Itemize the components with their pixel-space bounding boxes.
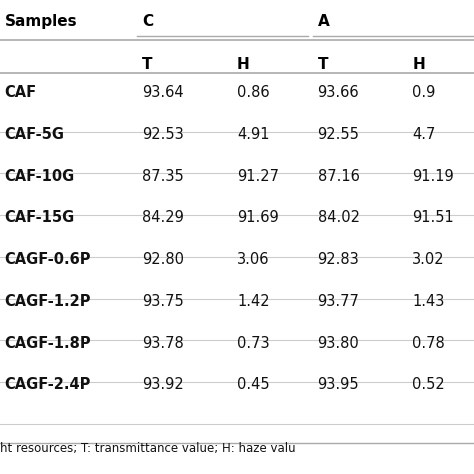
Text: A: A — [318, 14, 329, 29]
Text: 87.16: 87.16 — [318, 169, 359, 184]
Text: CAF-10G: CAF-10G — [5, 169, 75, 184]
Text: 92.80: 92.80 — [142, 252, 184, 267]
Text: 93.80: 93.80 — [318, 336, 359, 351]
Text: 3.06: 3.06 — [237, 252, 270, 267]
Text: ht resources; T: transmittance value; H: haze valu: ht resources; T: transmittance value; H:… — [0, 442, 296, 455]
Text: 1.42: 1.42 — [237, 294, 270, 309]
Text: 4.91: 4.91 — [237, 127, 270, 142]
Text: CAGF-1.8P: CAGF-1.8P — [5, 336, 91, 351]
Text: CAGF-1.2P: CAGF-1.2P — [5, 294, 91, 309]
Text: T: T — [142, 57, 153, 72]
Text: CAGF-0.6P: CAGF-0.6P — [5, 252, 91, 267]
Text: 84.02: 84.02 — [318, 210, 360, 226]
Text: 84.29: 84.29 — [142, 210, 184, 226]
Text: 93.64: 93.64 — [142, 85, 184, 100]
Text: CAF: CAF — [5, 85, 37, 100]
Text: 0.86: 0.86 — [237, 85, 270, 100]
Text: 0.73: 0.73 — [237, 336, 270, 351]
Text: 3.02: 3.02 — [412, 252, 445, 267]
Text: T: T — [318, 57, 328, 72]
Text: 92.55: 92.55 — [318, 127, 359, 142]
Text: 1.43: 1.43 — [412, 294, 445, 309]
Text: 93.95: 93.95 — [318, 377, 359, 392]
Text: H: H — [412, 57, 425, 72]
Text: H: H — [237, 57, 250, 72]
Text: 87.35: 87.35 — [142, 169, 184, 184]
Text: 93.75: 93.75 — [142, 294, 184, 309]
Text: Samples: Samples — [5, 14, 77, 29]
Text: 93.66: 93.66 — [318, 85, 359, 100]
Text: 91.69: 91.69 — [237, 210, 279, 226]
Text: C: C — [142, 14, 153, 29]
Text: 91.51: 91.51 — [412, 210, 454, 226]
Text: CAF-15G: CAF-15G — [5, 210, 75, 226]
Text: 93.77: 93.77 — [318, 294, 359, 309]
Text: CAGF-2.4P: CAGF-2.4P — [5, 377, 91, 392]
Text: 0.45: 0.45 — [237, 377, 270, 392]
Text: 91.19: 91.19 — [412, 169, 454, 184]
Text: 93.92: 93.92 — [142, 377, 184, 392]
Text: 0.78: 0.78 — [412, 336, 445, 351]
Text: 4.7: 4.7 — [412, 127, 436, 142]
Text: CAF-5G: CAF-5G — [5, 127, 65, 142]
Text: 91.27: 91.27 — [237, 169, 279, 184]
Text: 92.53: 92.53 — [142, 127, 184, 142]
Text: 92.83: 92.83 — [318, 252, 359, 267]
Text: 0.52: 0.52 — [412, 377, 445, 392]
Text: 93.78: 93.78 — [142, 336, 184, 351]
Text: 0.9: 0.9 — [412, 85, 436, 100]
